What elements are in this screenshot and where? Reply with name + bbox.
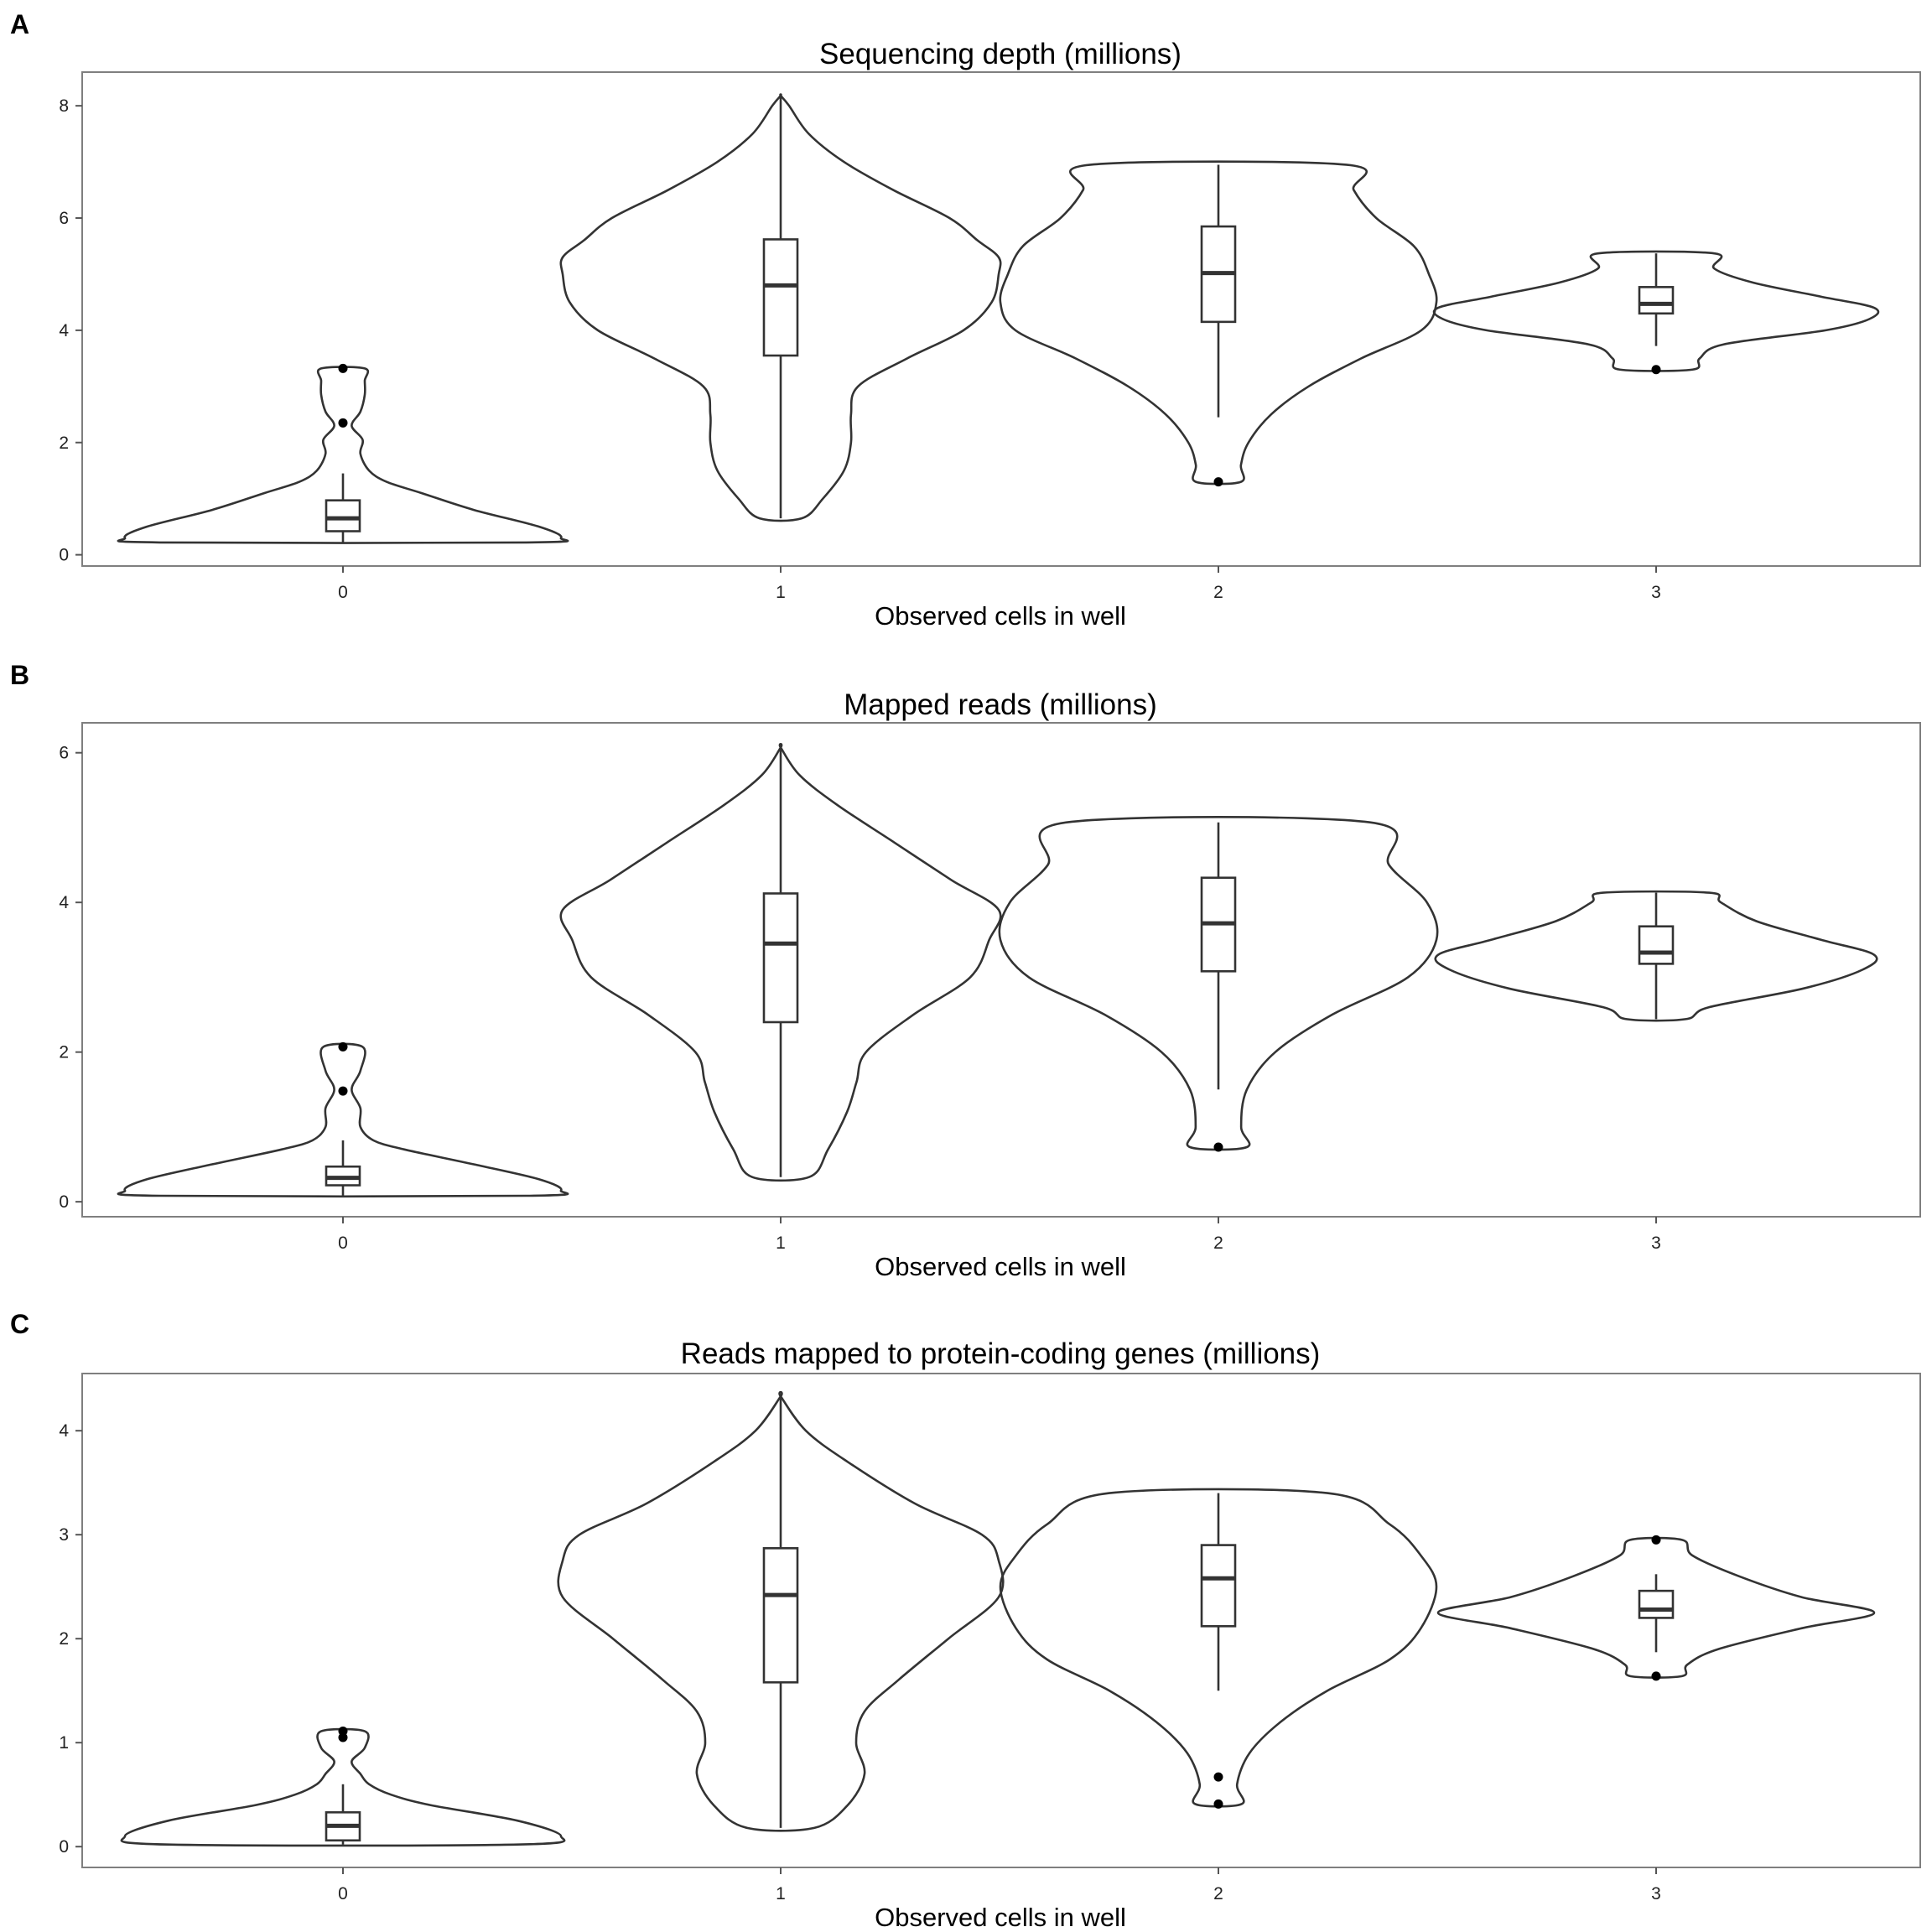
panel-c-title: Reads mapped to protein-coding genes (mi… — [681, 1337, 1321, 1370]
y-tick-label: 2 — [59, 1043, 69, 1062]
outlier-point — [338, 1086, 348, 1096]
x-tick-label: 3 — [1651, 1884, 1661, 1903]
x-tick-label: 2 — [1213, 583, 1223, 602]
violin-shape-3 — [1432, 250, 1880, 372]
plot-frame — [81, 1373, 1921, 1868]
box-iqr — [762, 238, 799, 357]
violin-shape-3 — [1436, 1536, 1876, 1679]
y-tick-label: 1 — [59, 1733, 69, 1753]
box-iqr — [1638, 925, 1675, 965]
panel-b-xlabel: Observed cells in well — [875, 1252, 1126, 1281]
x-tick-label: 1 — [776, 583, 786, 602]
outlier-point — [338, 418, 348, 428]
x-tick-label: 0 — [338, 583, 348, 602]
violin-shape-2 — [999, 160, 1438, 486]
panel-letter-c: C — [10, 1309, 29, 1339]
y-tick-label: 6 — [59, 209, 69, 228]
y-tick-label: 6 — [59, 744, 69, 763]
y-tick-label: 8 — [59, 96, 69, 116]
x-tick-label: 0 — [338, 1233, 348, 1253]
outlier-point — [1213, 1799, 1223, 1809]
box-iqr — [325, 499, 361, 532]
x-tick-label: 0 — [338, 1884, 348, 1903]
x-tick-label: 2 — [1213, 1233, 1223, 1253]
x-tick-label: 3 — [1651, 1233, 1661, 1253]
outlier-point — [1651, 365, 1661, 375]
y-tick-label: 4 — [59, 1421, 69, 1441]
outlier-point — [1213, 1142, 1223, 1152]
violin-shape-2 — [999, 1488, 1438, 1808]
outlier-point — [338, 1041, 348, 1052]
box-iqr — [1638, 1589, 1675, 1619]
panel-b-plot: 0 2 4 6 0 1 2 3 — [59, 722, 1921, 1253]
outlier-point — [1651, 1671, 1661, 1681]
box-iqr — [762, 1547, 799, 1684]
x-tick-label: 1 — [776, 1884, 786, 1903]
outlier-point — [338, 1727, 348, 1737]
y-tick-label: 0 — [59, 546, 69, 565]
x-tick-label: 3 — [1651, 583, 1661, 602]
violin-shape-0 — [120, 1727, 566, 1847]
plot-frame — [81, 71, 1921, 567]
panel-c-xlabel: Observed cells in well — [875, 1903, 1126, 1932]
violin-shape-0 — [117, 366, 569, 544]
y-tick-label: 2 — [59, 1629, 69, 1649]
panel-a-title: Sequencing depth (millions) — [819, 38, 1182, 70]
outlier-point — [338, 363, 348, 373]
y-tick-label: 4 — [59, 321, 69, 340]
panel-a-xlabel: Observed cells in well — [875, 601, 1126, 631]
box-iqr — [1200, 1544, 1237, 1628]
panel-letter-b: B — [10, 660, 29, 690]
box-iqr — [1638, 286, 1675, 315]
x-tick-label: 1 — [776, 1233, 786, 1253]
y-tick-label: 2 — [59, 434, 69, 453]
y-tick-label: 0 — [59, 1837, 69, 1857]
violin-shape-3 — [1434, 890, 1878, 1022]
x-tick-label: 2 — [1213, 1884, 1223, 1903]
y-tick-label: 0 — [59, 1192, 69, 1212]
panel-b-title: Mapped reads (millions) — [844, 688, 1156, 721]
outlier-point — [1213, 1772, 1223, 1782]
plot-frame — [81, 722, 1921, 1218]
violin-shape-0 — [117, 1042, 569, 1198]
y-tick-label: 4 — [59, 893, 69, 912]
panel-c-plot: 0 1 2 3 4 0 1 2 3 — [59, 1373, 1921, 1903]
outlier-point — [1213, 477, 1223, 487]
outlier-point — [1651, 1535, 1661, 1545]
panel-a-plot: 0 2 4 6 8 0 1 2 3 — [59, 71, 1921, 602]
y-tick-label: 3 — [59, 1525, 69, 1545]
box-iqr — [762, 892, 799, 1024]
violin-shape-1 — [559, 93, 1002, 522]
panel-letter-a: A — [10, 9, 29, 39]
violin-shape-2 — [998, 816, 1439, 1151]
